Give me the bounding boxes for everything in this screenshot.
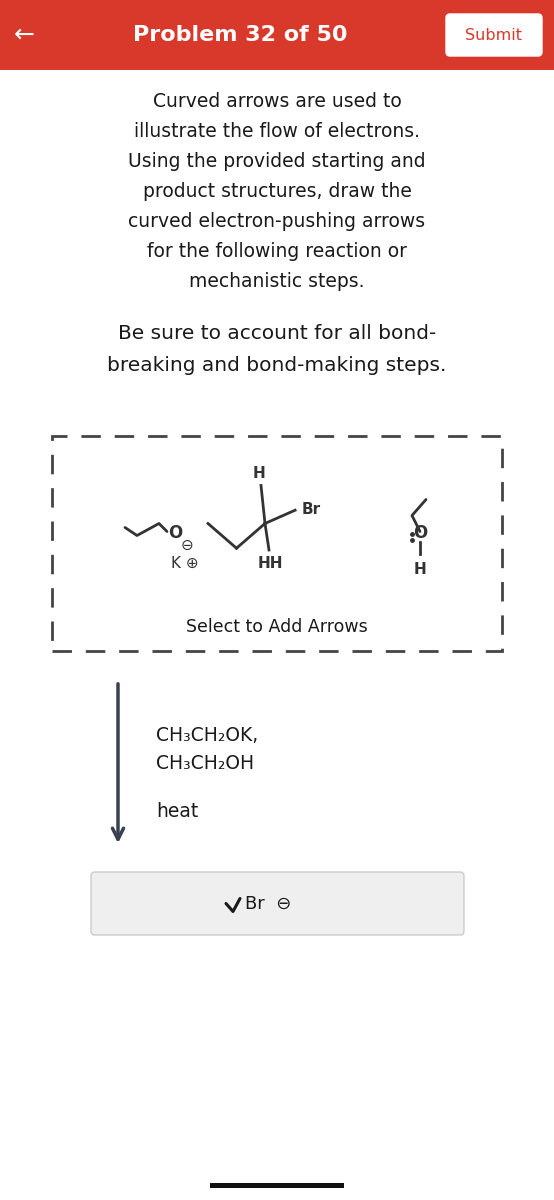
Text: Using the provided starting and: Using the provided starting and — [128, 152, 426, 170]
Text: for the following reaction or: for the following reaction or — [147, 242, 407, 260]
Text: curved electron-pushing arrows: curved electron-pushing arrows — [129, 212, 425, 230]
Text: Select to Add Arrows: Select to Add Arrows — [186, 618, 368, 636]
Bar — [210, 1183, 344, 1188]
Bar — [0, 0, 554, 70]
Text: Br  ⊖: Br ⊖ — [245, 894, 291, 912]
Text: Submit: Submit — [465, 28, 522, 42]
Text: ⊖: ⊖ — [181, 538, 193, 553]
Text: H: H — [414, 562, 427, 576]
Text: breaking and bond-making steps.: breaking and bond-making steps. — [107, 356, 447, 374]
Bar — [52, 436, 502, 650]
Text: product structures, draw the: product structures, draw the — [142, 182, 412, 200]
Text: O: O — [168, 524, 182, 542]
FancyBboxPatch shape — [91, 872, 464, 935]
Text: heat: heat — [156, 802, 198, 821]
Text: Be sure to account for all bond-: Be sure to account for all bond- — [118, 324, 436, 343]
Text: Curved arrows are used to: Curved arrows are used to — [152, 92, 402, 110]
Text: mechanistic steps.: mechanistic steps. — [189, 272, 365, 290]
Text: HH: HH — [257, 556, 283, 571]
Text: CH₃CH₂OH: CH₃CH₂OH — [156, 754, 254, 773]
Text: Problem 32 of 50: Problem 32 of 50 — [133, 25, 347, 44]
Text: CH₃CH₂OK,: CH₃CH₂OK, — [156, 726, 258, 745]
Text: K ⊕: K ⊕ — [171, 556, 199, 571]
Text: O: O — [413, 524, 427, 542]
Text: Br: Br — [302, 502, 321, 517]
Text: ←: ← — [13, 23, 34, 47]
FancyBboxPatch shape — [446, 14, 542, 56]
Text: illustrate the flow of electrons.: illustrate the flow of electrons. — [134, 122, 420, 140]
Text: H: H — [253, 466, 265, 480]
